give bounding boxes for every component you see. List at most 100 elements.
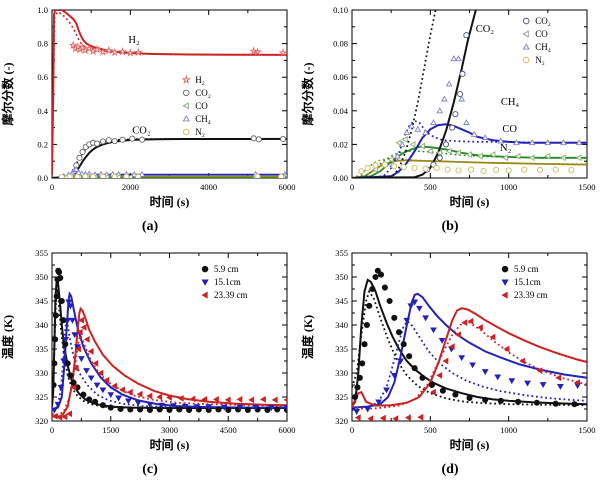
legend-label: CO (195, 101, 208, 111)
series-CO2-model2 (352, 10, 437, 178)
x-tick-label: 1500 (102, 425, 119, 435)
series-H2-exp (68, 40, 287, 57)
series-5.9cm-sim (352, 278, 587, 408)
y-tick-label: 330 (335, 368, 348, 378)
annotation-CO: CO (502, 124, 517, 135)
y-tick-label: 0.06 (333, 72, 348, 82)
x-tick-label: 6000 (279, 425, 296, 435)
chart-canvas-c: 0 1500 3000 4500 6000 320 325 330 335 340 345 350 35… (0, 248, 296, 452)
axis-ticks (351, 9, 588, 179)
y-tick-label: 340 (35, 320, 48, 330)
series-15.1cm-sim (52, 291, 287, 410)
caption-a: (a) (141, 219, 159, 234)
series-CO-exp (371, 136, 582, 173)
series-23.39cm-exp (52, 316, 287, 421)
x-tick-label: 1000 (500, 425, 517, 435)
series-23.39cm-model2 (352, 321, 587, 410)
y-tick-label: 0.2 (37, 139, 48, 149)
y-tick-label: 0.10 (333, 5, 348, 15)
legend-label: 15.1cm (514, 277, 541, 287)
annotation-CO₂: CO₂ (476, 24, 495, 35)
series-H2-sim (52, 10, 287, 175)
x-tick-label: 4000 (200, 182, 217, 192)
series-23.39cm-exp (354, 317, 581, 421)
y-tick-label: 345 (35, 296, 48, 306)
x-tick-label: 0 (350, 182, 354, 192)
x-tick-label: 500 (424, 425, 437, 435)
series-23.39cm-sim (352, 307, 587, 408)
legend-label: CO₂ (195, 88, 211, 98)
plot-area (352, 10, 587, 178)
series-CO2-sim (352, 10, 477, 178)
series-5.9cm-exp (352, 267, 578, 408)
x-tick-label: 1500 (579, 425, 596, 435)
legend: 5.9 cm 15.1cm 23.39 cm (501, 264, 548, 300)
y-tick-label: 0.4 (37, 106, 48, 116)
chart-canvas-a: 0 2000 4000 6000 0.0 0.2 0.4 0.6 0.8 1.0 时间 (s) 摩尔分… (0, 5, 296, 209)
legend-label: CH₄ (535, 42, 551, 52)
legend-label: 5.9 cm (214, 264, 239, 274)
series-N2-exp (58, 173, 285, 178)
annotation-N₂: N₂ (500, 143, 512, 154)
panel-a: 0 2000 4000 6000 0.0 0.2 0.4 0.6 0.8 1.0 时间 (s) 摩尔分… (0, 0, 300, 243)
legend-label: 23.39 cm (514, 290, 548, 300)
series-15.1cm-exp (52, 299, 287, 414)
x-tick-label: 4500 (220, 425, 237, 435)
series-5.9cm-exp (52, 267, 287, 414)
y-tick-label: 340 (335, 320, 348, 330)
series-CH4-exp (389, 55, 583, 167)
legend: CO₂ CO CH₄ N₂ (522, 16, 551, 65)
y-tick-label: 1.0 (37, 5, 48, 15)
chart-c: 0 1500 3000 4500 6000 320 325 330 335 340 345 350 35… (0, 243, 300, 461)
panel-b: 0 500 1000 1500 0.00 0.02 0.04 0.06 0.08 0.10 时间 (… (300, 0, 600, 243)
x-tick-label: 0 (50, 182, 54, 192)
series-15.1cm-model2 (52, 320, 287, 411)
x-axis-label: 时间 (s) (150, 194, 190, 209)
x-tick-label: 500 (424, 182, 437, 192)
y-tick-label: 335 (335, 344, 348, 354)
legend-label: CH₄ (195, 114, 211, 124)
annotation-H₂: H₂ (128, 35, 140, 46)
panel-c: 0 1500 3000 4500 6000 320 325 330 335 340 345 350 35… (0, 243, 300, 486)
y-tick-label: 0.08 (333, 39, 348, 49)
y-tick-label: 355 (35, 248, 48, 258)
series-15.1cm-sim (352, 292, 587, 409)
y-tick-label: 345 (335, 296, 348, 306)
y-tick-label: 325 (335, 392, 348, 402)
annotation-CH₄: CH₄ (501, 97, 520, 108)
annotation-CO₂: CO₂ (132, 125, 151, 136)
chart-d: 0 500 1000 1500 320 325 330 335 340 345 350 355 时间 (… (300, 243, 600, 461)
chart-canvas-b: 0 500 1000 1500 0.00 0.02 0.04 0.06 0.08 0.10 时间 (… (300, 5, 596, 209)
x-axis-label: 时间 (s) (450, 437, 490, 452)
legend-label: 15.1cm (214, 277, 241, 287)
y-tick-label: 0.8 (37, 39, 48, 49)
y-tick-label: 355 (335, 248, 348, 258)
series-H2-model2 (52, 10, 287, 175)
y-tick-label: 320 (35, 416, 48, 426)
plot-area (352, 267, 587, 421)
series-5.9cm-model2 (52, 288, 287, 409)
y-tick-label: 0.0 (37, 173, 48, 183)
y-tick-label: 0.04 (333, 106, 349, 116)
y-axis-label: 温度 (K) (0, 315, 15, 359)
chart-canvas-d: 0 500 1000 1500 320 325 330 335 340 345 350 355 时间 (… (300, 248, 596, 452)
legend-label: CO (535, 29, 548, 39)
series-5.9cm-sim (52, 277, 287, 409)
y-axis-label: 摩尔分数 (-) (0, 63, 15, 126)
legend-label: N₂ (195, 127, 205, 137)
y-tick-label: 325 (35, 392, 48, 402)
x-tick-label: 0 (350, 425, 354, 435)
y-axis-label: 温度 (K) (300, 315, 315, 359)
legend: H₂ CO₂ CO CH₄ N₂ (181, 74, 211, 137)
x-tick-label: 3000 (161, 425, 178, 435)
caption-c: (c) (142, 462, 158, 477)
legend-label: CO₂ (535, 16, 551, 26)
x-tick-label: 6000 (279, 182, 296, 192)
plot-area (52, 267, 287, 421)
x-tick-label: 0 (50, 425, 54, 435)
series-CO2-exp (73, 135, 287, 169)
x-axis-label: 时间 (s) (150, 437, 190, 452)
axis-ticks (51, 9, 288, 179)
chart-a: 0 2000 4000 6000 0.0 0.2 0.4 0.6 0.8 1.0 时间 (s) 摩尔分… (0, 0, 300, 218)
series-N2-exp (358, 161, 575, 175)
